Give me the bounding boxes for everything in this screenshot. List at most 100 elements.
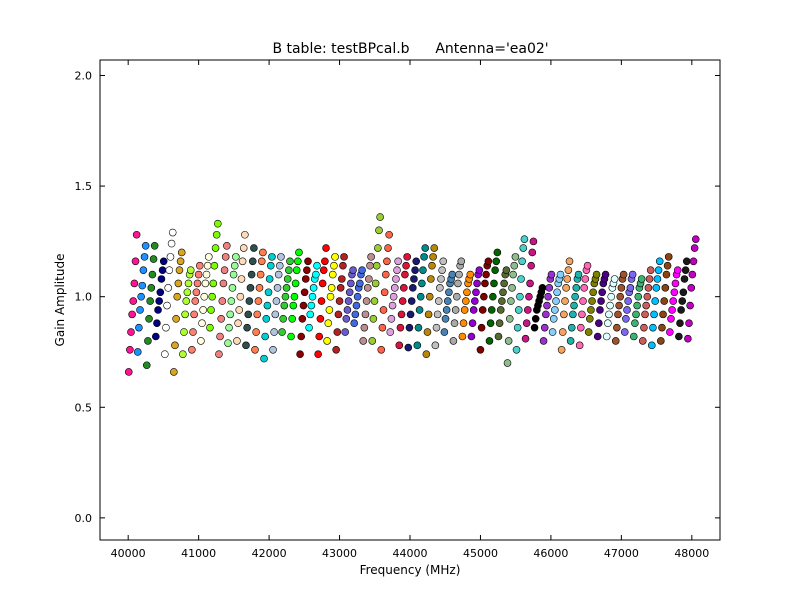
data-point bbox=[304, 257, 312, 266]
data-point bbox=[553, 288, 561, 297]
data-point bbox=[177, 248, 186, 257]
data-point bbox=[332, 345, 340, 354]
data-point bbox=[227, 297, 236, 305]
data-point bbox=[487, 306, 496, 314]
data-point bbox=[571, 292, 579, 301]
data-point bbox=[242, 341, 250, 350]
data-point bbox=[256, 270, 265, 279]
data-point bbox=[200, 292, 209, 301]
data-point bbox=[681, 266, 690, 274]
data-point bbox=[556, 270, 565, 279]
x-axis-label: Frequency (MHz) bbox=[360, 563, 461, 577]
data-point bbox=[214, 219, 222, 228]
data-point bbox=[339, 261, 347, 270]
data-point bbox=[379, 306, 388, 314]
data-point bbox=[244, 310, 253, 319]
data-point bbox=[397, 310, 406, 319]
data-point bbox=[416, 292, 425, 301]
data-point bbox=[557, 345, 566, 354]
data-point bbox=[238, 257, 247, 266]
data-point bbox=[219, 279, 228, 288]
data-point bbox=[570, 301, 578, 310]
data-point bbox=[370, 297, 379, 305]
data-point bbox=[492, 257, 501, 266]
data-point bbox=[512, 345, 521, 354]
data-point bbox=[490, 279, 498, 288]
data-point bbox=[522, 319, 531, 328]
data-point bbox=[452, 292, 461, 301]
data-point bbox=[393, 266, 401, 274]
data-point bbox=[211, 244, 220, 252]
data-point bbox=[317, 297, 326, 305]
data-point bbox=[353, 292, 362, 301]
data-point bbox=[663, 261, 672, 270]
data-point bbox=[228, 284, 237, 292]
data-point bbox=[175, 266, 184, 274]
data-point bbox=[176, 257, 185, 266]
data-point bbox=[272, 297, 281, 305]
data-point bbox=[649, 323, 657, 332]
data-point bbox=[413, 341, 422, 350]
data-point bbox=[181, 310, 189, 319]
data-point bbox=[343, 306, 352, 314]
data-point bbox=[645, 275, 654, 283]
data-point bbox=[486, 319, 495, 328]
data-point bbox=[595, 319, 603, 328]
data-point bbox=[484, 257, 493, 266]
data-point bbox=[503, 359, 512, 367]
data-point bbox=[165, 266, 174, 274]
data-point bbox=[218, 297, 227, 305]
data-point bbox=[322, 244, 330, 252]
data-point bbox=[666, 328, 674, 336]
data-point bbox=[415, 306, 424, 314]
data-point bbox=[643, 292, 652, 301]
data-point bbox=[526, 279, 534, 288]
data-point bbox=[201, 279, 210, 288]
data-point bbox=[230, 261, 239, 270]
data-point bbox=[229, 270, 238, 279]
data-point bbox=[141, 242, 150, 250]
data-point bbox=[530, 323, 539, 332]
data-point bbox=[303, 266, 311, 274]
data-point bbox=[542, 310, 550, 319]
data-point bbox=[312, 270, 320, 279]
x-tick-label: 44000 bbox=[393, 547, 428, 560]
data-point bbox=[510, 261, 519, 270]
data-point bbox=[127, 328, 135, 336]
data-point bbox=[138, 281, 147, 290]
x-tick-label: 41000 bbox=[181, 547, 216, 560]
data-point bbox=[286, 257, 294, 266]
data-point bbox=[560, 310, 568, 319]
data-point bbox=[268, 253, 276, 261]
data-point bbox=[262, 314, 271, 323]
data-point bbox=[387, 314, 396, 323]
data-point bbox=[142, 361, 151, 370]
data-point bbox=[384, 244, 392, 252]
data-point bbox=[209, 279, 218, 288]
data-point bbox=[422, 350, 431, 358]
data-point bbox=[412, 257, 421, 266]
data-point bbox=[152, 332, 160, 341]
data-point bbox=[288, 314, 297, 323]
data-point bbox=[195, 261, 204, 270]
data-point bbox=[356, 279, 364, 288]
data-point bbox=[567, 323, 576, 332]
data-point bbox=[220, 266, 229, 274]
data-point bbox=[129, 297, 138, 305]
data-point bbox=[340, 253, 348, 261]
data-point bbox=[327, 284, 336, 292]
data-point bbox=[539, 337, 548, 345]
data-point bbox=[319, 266, 328, 274]
data-point bbox=[652, 284, 661, 292]
data-point bbox=[644, 284, 653, 292]
data-point bbox=[326, 292, 335, 301]
data-point bbox=[500, 279, 508, 288]
data-point bbox=[325, 306, 334, 314]
data-point bbox=[274, 270, 283, 279]
data-point bbox=[472, 288, 480, 297]
data-point bbox=[388, 301, 397, 310]
data-point bbox=[438, 266, 446, 274]
data-point bbox=[137, 292, 145, 301]
data-point bbox=[172, 314, 180, 323]
data-point bbox=[598, 288, 607, 297]
